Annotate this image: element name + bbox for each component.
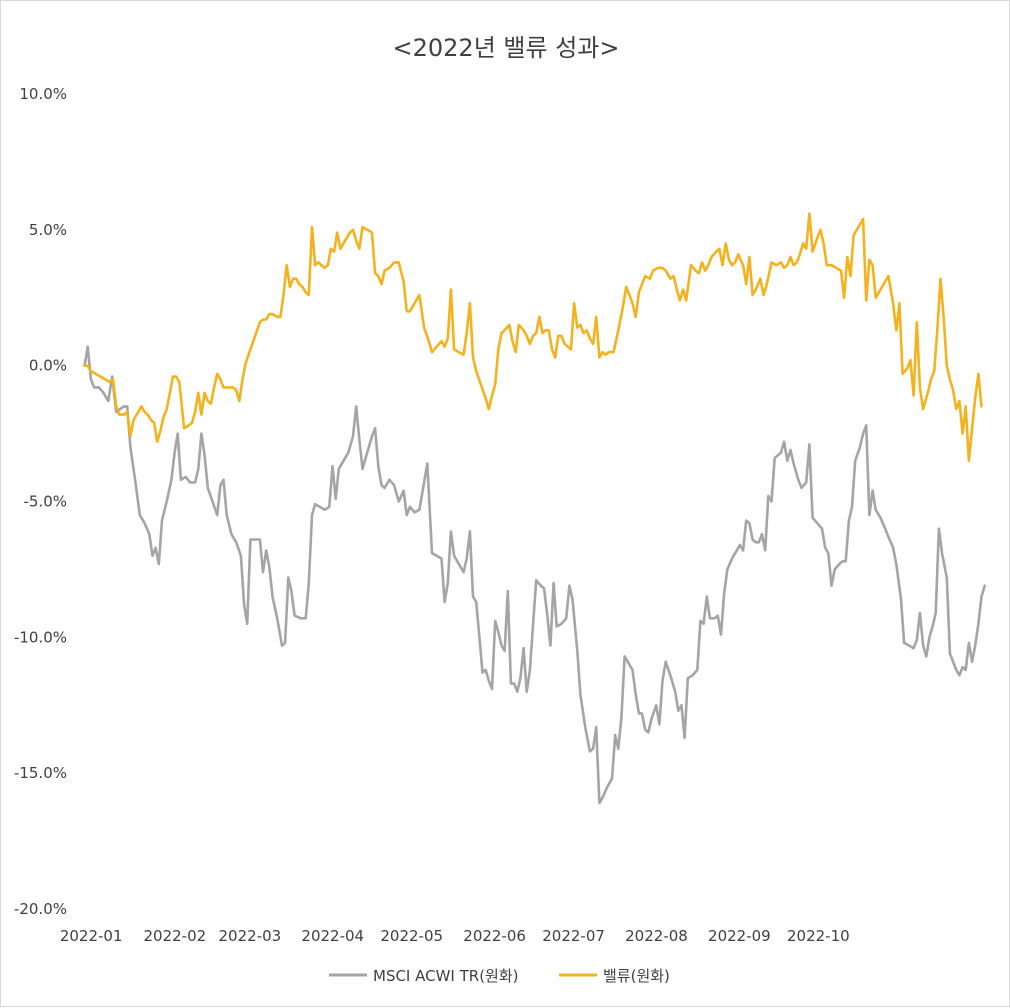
y-tick-label: -20.0% <box>14 900 67 918</box>
legend-label-0: MSCI ACWI TR(원화) <box>373 967 519 985</box>
x-tick-label: 2022-09 <box>708 927 771 945</box>
x-tick-label: 2022-08 <box>625 927 688 945</box>
legend: MSCI ACWI TR(원화) 밸류(원화) <box>329 967 670 985</box>
y-tick-label: 10.0% <box>19 85 67 103</box>
series-lines <box>83 212 986 805</box>
x-tick-label: 2022-01 <box>60 927 123 945</box>
y-axis-ticks: 10.0% 5.0% 0.0% -5.0% -10.0% -15.0% -20.0% <box>14 85 67 918</box>
x-tick-label: 2022-02 <box>144 927 207 945</box>
legend-label-1: 밸류(원화) <box>603 967 670 985</box>
series-line-0 <box>83 345 986 805</box>
x-tick-label: 2022-05 <box>380 927 443 945</box>
y-tick-label: 0.0% <box>29 357 67 375</box>
chart-title: <2022년 밸류 성과> <box>393 34 620 62</box>
x-tick-label: 2022-10 <box>787 927 850 945</box>
y-tick-label: 5.0% <box>29 221 67 239</box>
x-tick-label: 2022-06 <box>463 927 526 945</box>
y-tick-label: -10.0% <box>14 628 67 646</box>
x-axis-ticks: 2022-01 2022-02 2022-03 2022-04 2022-05 2022-… <box>60 927 850 945</box>
series-line-1 <box>83 212 983 462</box>
y-tick-label: -5.0% <box>23 493 67 511</box>
x-tick-label: 2022-03 <box>219 927 282 945</box>
x-tick-label: 2022-07 <box>542 927 605 945</box>
y-tick-label: -15.0% <box>14 764 67 782</box>
x-tick-label: 2022-04 <box>301 927 364 945</box>
